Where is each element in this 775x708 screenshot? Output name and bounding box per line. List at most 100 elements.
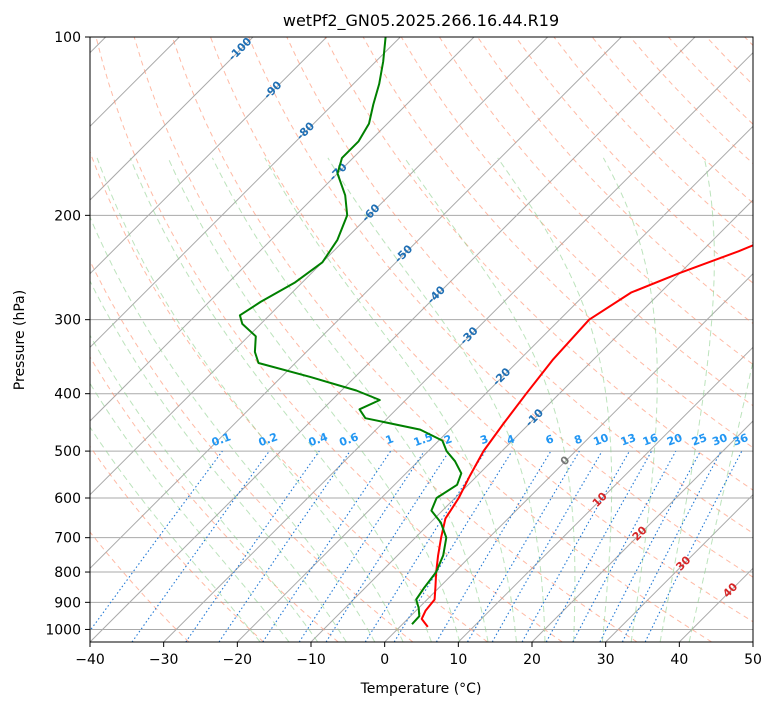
mixing-ratio-label: 8	[572, 432, 584, 447]
y-tick-label: 500	[54, 444, 81, 460]
y-tick-label: 200	[54, 208, 81, 224]
mixing-ratio-line	[325, 450, 450, 642]
x-tick-label: 30	[597, 652, 615, 668]
y-tick-label: 600	[54, 491, 81, 507]
mixing-ratio-line	[218, 450, 351, 642]
isotherm-line	[236, 125, 753, 642]
moist-adiabat-line	[497, 157, 613, 642]
dry-adiabat-line	[438, 37, 753, 366]
dry-adiabat-line	[706, 37, 753, 86]
isotherm-line	[90, 37, 254, 201]
isotherm-line	[457, 346, 753, 642]
mixing-ratio-label: 16	[641, 431, 660, 449]
isotherm-line	[90, 37, 622, 570]
y-tick-label: 700	[54, 531, 81, 547]
mixing-ratio-label: 3	[478, 432, 490, 447]
mixing-ratio-line	[393, 450, 513, 642]
mixing-ratio-line	[572, 450, 677, 642]
isotherm-line	[752, 641, 753, 642]
dry-adiabat-line	[744, 37, 753, 47]
isotherm-line	[678, 567, 753, 642]
mixing-ratio-label: 36	[731, 431, 750, 449]
dry-adiabat-line	[90, 259, 414, 642]
moist-adiabat-line	[96, 157, 404, 642]
y-tick-label: 800	[54, 565, 81, 581]
moist-adiabat-line	[90, 279, 347, 642]
moist-adiabat-line	[90, 382, 290, 642]
mixing-ratio-label: 2	[442, 432, 454, 447]
y-tick-label: 1000	[45, 622, 81, 638]
x-tick-label: 10	[449, 652, 467, 668]
y-tick-label: 300	[54, 313, 81, 329]
x-tick-label: −10	[296, 652, 326, 668]
dry-adiabat-line	[133, 37, 638, 642]
dry-adiabat-line	[90, 445, 264, 642]
mixing-ratio-label: 1	[384, 432, 396, 447]
mixing-ratio-label: 20	[665, 431, 684, 449]
moist-adiabat-line	[264, 157, 517, 642]
moist-adiabat-line	[688, 358, 753, 642]
dry-adiabat-line	[95, 37, 563, 642]
isotherm-line	[90, 37, 328, 275]
x-axis-label: Temperature (°C)	[360, 681, 482, 697]
temperature-profile-line	[420, 244, 753, 628]
dry-adiabat-line	[90, 150, 488, 642]
dry-adiabat-line	[553, 37, 753, 244]
mixing-ratio-line	[185, 450, 320, 642]
dewpoint-profile-line	[238, 37, 463, 625]
x-tick-label: −30	[149, 652, 179, 668]
mixing-ratio-label: 0.2	[257, 430, 280, 449]
x-tick-label: 0	[380, 652, 389, 668]
y-tick-label: 900	[54, 595, 81, 611]
isotherm-line	[605, 493, 753, 642]
x-tick-label: −40	[75, 652, 105, 668]
x-tick-label: 20	[523, 652, 541, 668]
x-tick-label: 40	[670, 652, 688, 668]
dry-adiabat-line	[171, 37, 712, 642]
moist-adiabat-line	[327, 157, 546, 642]
dry-adiabat-line	[668, 37, 753, 125]
mixing-ratio-label: 4	[505, 432, 517, 447]
isotherm-line	[90, 37, 696, 642]
isotherm-line	[90, 37, 475, 422]
isotherm-line	[384, 272, 753, 642]
moist-adiabat-line	[659, 157, 715, 642]
mixing-ratio-line	[599, 450, 701, 642]
mixing-ratio-line	[90, 450, 223, 632]
moist-adiabat-line	[90, 215, 376, 642]
mixing-ratio-line	[131, 450, 270, 642]
mixing-ratio-label: 1.5	[412, 430, 435, 449]
x-tick-label: 50	[744, 652, 762, 668]
dry-adiabat-line	[286, 37, 753, 534]
isotherm-line	[90, 37, 401, 349]
moist-adiabat-line	[167, 157, 461, 642]
y-tick-label: 100	[54, 30, 81, 46]
mixing-ratio-label: 0.6	[338, 430, 361, 449]
mixing-ratio-line	[262, 450, 392, 642]
y-tick-label: 400	[54, 387, 81, 403]
mixing-ratio-label: 10	[592, 431, 611, 449]
moist-adiabat-line	[90, 334, 319, 642]
moist-adiabat-line	[129, 157, 432, 642]
mixing-ratio-label: 13	[619, 431, 638, 448]
x-axis-ticks: −40 −30 −20 −10 0 10 20 30 40 50	[75, 642, 762, 668]
mixing-ratio-label: 25	[690, 431, 709, 448]
mixing-ratio-line	[435, 450, 552, 642]
mixing-ratio-line	[545, 450, 653, 642]
isotherm-line	[531, 420, 753, 642]
y-axis-ticks: 100 200 300 400 500 600 700 800 900 1000	[45, 30, 90, 638]
mixing-ratio-label: 30	[710, 431, 729, 449]
chart-title: wetPf2_GN05.2025.266.16.44.R19	[283, 11, 559, 31]
moist-adiabat-line	[90, 426, 261, 642]
dry-adiabat-line	[90, 531, 190, 642]
dry-adiabat-line	[400, 37, 753, 407]
dry-adiabat-line	[248, 37, 753, 578]
mixing-ratio-line	[644, 450, 743, 642]
moist-adiabat-line	[211, 157, 489, 642]
background-lines	[90, 37, 753, 642]
isotherm-line	[163, 51, 753, 642]
mixing-ratio-line	[521, 450, 630, 642]
moist-adiabat-line	[602, 157, 658, 642]
